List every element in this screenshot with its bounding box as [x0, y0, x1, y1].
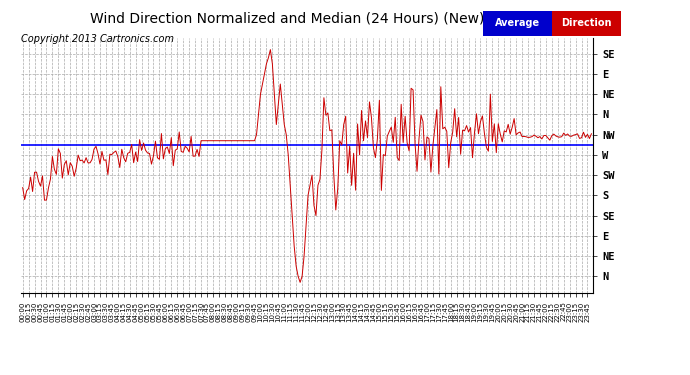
- Text: Direction: Direction: [561, 18, 612, 28]
- Text: Copyright 2013 Cartronics.com: Copyright 2013 Cartronics.com: [21, 34, 174, 44]
- Text: Wind Direction Normalized and Median (24 Hours) (New) 20130328: Wind Direction Normalized and Median (24…: [90, 11, 559, 25]
- Text: Average: Average: [495, 18, 540, 28]
